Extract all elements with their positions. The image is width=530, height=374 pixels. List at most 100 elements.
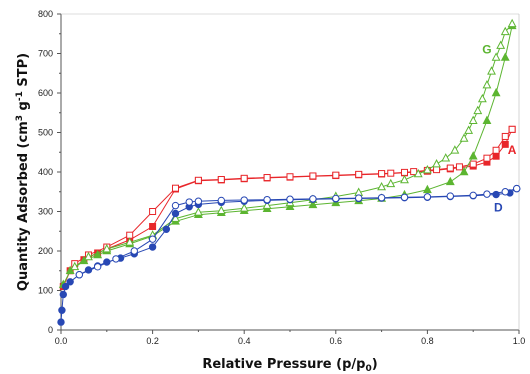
series-g-desorption-point xyxy=(193,207,203,216)
series-g-desorption-point xyxy=(432,159,441,168)
series-a-desorption-point xyxy=(355,170,363,178)
series-g-desorption-point xyxy=(171,213,180,222)
series-g-desorption-point xyxy=(102,243,112,253)
series-g-desorption-point xyxy=(477,93,487,103)
y-axis-title-sup1: 3 xyxy=(15,115,25,121)
series-a-desorption-point xyxy=(433,166,441,174)
x-tick-label: 0.6 xyxy=(330,336,343,346)
series-d-adsorption-point xyxy=(58,306,66,314)
series-a-desorption-point xyxy=(446,164,454,172)
series-g-desorption-point xyxy=(464,125,474,134)
series-g-desorption-point xyxy=(377,181,387,191)
series-g-group xyxy=(58,18,517,288)
series-a-desorption-point xyxy=(194,176,202,184)
series-g-desorption-point xyxy=(450,145,460,154)
series-a-desorption-point xyxy=(309,172,317,180)
series-d-desorption-point xyxy=(513,184,521,193)
series-d-desorption-point xyxy=(263,195,271,204)
series-g-desorption-point xyxy=(500,26,510,36)
y-tick-label: 700 xyxy=(38,49,53,59)
series-g-adsorption-point xyxy=(482,115,492,124)
y-tick-label: 200 xyxy=(38,246,53,256)
series-d-group xyxy=(57,184,521,326)
series-g-desorption-point xyxy=(422,164,432,174)
series-a-desorption-point xyxy=(508,125,516,133)
series-g-desorption-point xyxy=(487,66,496,75)
series-a-desorption-point xyxy=(401,168,408,176)
series-d-desorption-point xyxy=(446,192,454,200)
series-g-adsorption-point xyxy=(422,184,432,194)
series-d-desorption-point xyxy=(332,194,340,203)
series-g-desorption-point xyxy=(459,133,469,142)
series-label-a: A xyxy=(508,143,517,157)
series-a-desorption-point xyxy=(240,174,248,182)
series-a-desorption-point xyxy=(410,168,418,176)
y-axis-title-part3: STP) xyxy=(16,53,31,91)
series-g-desorption-point xyxy=(262,200,272,209)
series-d-desorption-point xyxy=(185,198,193,206)
y-tick-label: 500 xyxy=(38,128,53,138)
series-d-desorption-point xyxy=(112,255,120,263)
series-d-adsorption-point xyxy=(66,278,74,286)
x-axis-title-subscript: 0 xyxy=(365,364,371,374)
x-tick-label: 0.0 xyxy=(55,336,68,346)
series-d-desorption-point xyxy=(171,201,180,210)
series-g-desorption-line xyxy=(74,23,513,268)
series-g-adsorption-point xyxy=(459,166,469,176)
series-labels-group: G A D xyxy=(482,43,517,215)
series-g-desorption-point xyxy=(216,205,226,215)
series-group xyxy=(57,18,521,326)
series-g-adsorption-point xyxy=(468,151,478,160)
series-a-desorption-point xyxy=(172,184,179,192)
series-g-adsorption-point xyxy=(65,265,75,275)
series-d-adsorption-point xyxy=(57,318,65,326)
series-a-desorption-point xyxy=(455,163,463,171)
x-tick-label: 0.2 xyxy=(146,336,159,346)
series-d-adsorption-point xyxy=(59,290,67,299)
x-axis-title: Relative Pressure (p/p0) xyxy=(202,357,377,374)
series-d-desorption-point xyxy=(93,263,102,271)
series-d-desorption-point xyxy=(148,235,157,243)
ticks-group: 0.0 0.2 0.4 0.6 0.8 1.0 0 100 200 300 400 500 600 700… xyxy=(38,9,525,346)
series-g-desorption-point xyxy=(125,237,135,246)
series-a-desorption-point xyxy=(332,171,340,179)
series-d-desorption-point xyxy=(217,196,226,205)
y-tick-label: 100 xyxy=(38,286,53,296)
series-g-desorption-point xyxy=(496,40,506,49)
series-g-desorption-point xyxy=(70,261,80,271)
series-a-desorption-point xyxy=(263,174,271,182)
series-a-desorption-point xyxy=(378,170,386,178)
y-tick-label: 0 xyxy=(48,325,53,335)
series-a-desorption-point xyxy=(387,169,395,177)
series-a-desorption-point xyxy=(217,176,225,184)
series-g-adsorption-point xyxy=(308,199,318,209)
series-g-desorption-point xyxy=(400,174,409,184)
series-g-desorption-point xyxy=(386,178,396,188)
series-d-adsorption-point xyxy=(162,225,171,233)
series-d-adsorption-point xyxy=(148,243,157,251)
x-axis-title-main: Relative Pressure (p/p xyxy=(202,357,365,372)
series-g-adsorption-point xyxy=(500,52,510,61)
series-d-adsorption-point xyxy=(61,282,70,291)
series-d-desorption-point xyxy=(75,271,84,279)
x-tick-label: 1.0 xyxy=(513,336,526,346)
series-g-adsorption-point xyxy=(285,201,295,211)
series-a-desorption-point xyxy=(286,173,294,181)
y-axis-title-part2: g xyxy=(16,101,31,115)
series-d-desorption-point xyxy=(309,195,317,203)
series-d-desorption-point xyxy=(483,190,491,198)
series-g-desorption-point xyxy=(491,52,501,61)
y-axis-title-sup2: -1 xyxy=(15,91,25,101)
series-a-desorption-point xyxy=(492,146,500,154)
x-tick-label: 0.4 xyxy=(238,336,251,346)
series-g-desorption-point xyxy=(413,168,423,178)
x-tick-label: 0.8 xyxy=(421,336,434,346)
x-axis-title-end: ) xyxy=(372,357,378,372)
series-g-desorption-point xyxy=(473,105,483,115)
series-a-adsorption-point xyxy=(501,140,509,148)
series-g-desorption-point xyxy=(239,203,249,212)
y-axis-title-part1: Quantity Adsorbed (cm xyxy=(16,121,31,291)
series-d-desorption-point xyxy=(286,195,294,203)
series-d-adsorption-point xyxy=(171,209,180,218)
